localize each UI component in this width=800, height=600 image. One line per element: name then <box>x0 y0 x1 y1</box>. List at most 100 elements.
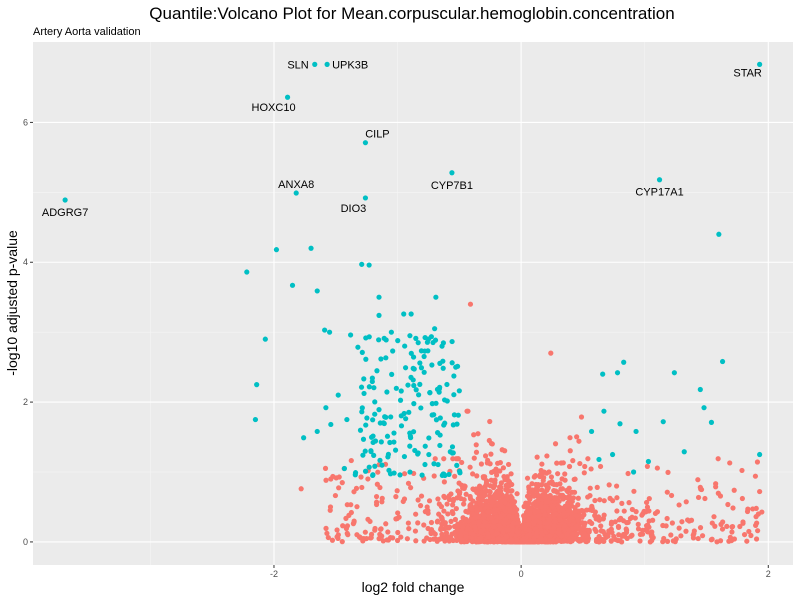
not-significant-point <box>709 520 715 526</box>
significant-point <box>433 294 439 300</box>
not-significant-point <box>484 523 491 529</box>
significant-point <box>386 467 392 473</box>
not-significant-point <box>473 449 480 455</box>
not-significant-point <box>570 531 576 537</box>
not-significant-point <box>496 536 502 542</box>
not-significant-point <box>643 499 650 506</box>
significant-point <box>451 392 457 398</box>
not-significant-point <box>544 470 550 476</box>
not-significant-point <box>697 525 704 531</box>
not-significant-point <box>508 493 514 499</box>
not-significant-point <box>521 513 527 519</box>
labeled-point <box>362 140 369 146</box>
not-significant-point <box>635 526 642 532</box>
significant-point <box>376 407 382 413</box>
not-significant-point <box>711 514 717 520</box>
not-significant-point <box>459 538 465 544</box>
significant-point <box>440 365 446 371</box>
not-significant-point <box>491 508 497 514</box>
not-significant-point <box>454 526 460 533</box>
significant-point <box>254 382 260 388</box>
significant-point <box>407 443 413 449</box>
not-significant-point <box>544 453 550 459</box>
significant-point <box>364 415 370 421</box>
not-significant-point <box>552 441 559 447</box>
not-significant-point <box>635 521 641 527</box>
not-significant-point <box>564 531 570 538</box>
not-significant-point <box>489 528 495 534</box>
not-significant-point <box>454 495 460 501</box>
not-significant-point <box>555 530 562 536</box>
not-significant-point <box>731 487 737 493</box>
significant-point <box>402 343 408 349</box>
significant-point <box>314 428 320 435</box>
significant-point <box>419 472 425 478</box>
not-significant-point <box>359 484 365 491</box>
significant-point <box>370 472 376 478</box>
significant-point <box>446 471 452 478</box>
not-significant-point <box>569 489 575 495</box>
not-significant-point <box>719 526 726 532</box>
not-significant-point <box>676 525 682 531</box>
not-significant-point <box>383 521 389 527</box>
not-significant-point <box>628 533 634 539</box>
not-significant-point <box>372 525 378 532</box>
not-significant-point <box>374 481 380 487</box>
not-significant-point <box>497 523 503 529</box>
not-significant-point <box>367 518 373 525</box>
significant-point <box>368 448 374 455</box>
not-significant-point <box>564 487 570 493</box>
not-significant-point <box>542 503 549 510</box>
not-significant-point <box>446 493 452 499</box>
not-significant-point <box>566 493 572 499</box>
significant-point <box>359 349 365 356</box>
not-significant-point <box>340 523 346 529</box>
significant-point <box>391 470 397 476</box>
not-significant-point <box>474 507 480 513</box>
significant-point <box>385 451 392 457</box>
not-significant-point <box>585 494 591 500</box>
not-significant-point <box>697 484 703 490</box>
not-significant-point <box>336 485 342 491</box>
significant-point <box>444 381 450 388</box>
significant-points <box>62 61 763 479</box>
not-significant-point <box>507 507 513 514</box>
not-significant-point <box>482 519 488 525</box>
not-significant-point <box>678 533 684 539</box>
not-significant-point <box>664 489 670 495</box>
not-significant-point <box>413 538 419 544</box>
not-significant-point <box>623 529 630 536</box>
not-significant-point <box>570 458 576 464</box>
not-significant-point <box>614 495 620 501</box>
significant-point <box>609 451 616 458</box>
not-significant-point <box>619 500 625 506</box>
not-significant-point <box>325 534 331 541</box>
not-significant-point <box>534 454 540 460</box>
labeled-point <box>362 195 369 201</box>
not-significant-point <box>373 493 380 500</box>
significant-point <box>379 462 385 468</box>
significant-point <box>273 247 280 253</box>
significant-point <box>457 468 463 474</box>
not-significant-point <box>720 519 726 525</box>
not-significant-point <box>393 494 399 500</box>
not-significant-point <box>753 522 759 528</box>
not-significant-point <box>474 538 481 544</box>
significant-point <box>426 435 432 441</box>
not-significant-point <box>594 538 600 544</box>
not-significant-point <box>375 469 381 475</box>
not-significant-point <box>486 437 492 444</box>
significant-point <box>415 451 421 457</box>
not-significant-point <box>532 526 539 532</box>
not-significant-point <box>695 494 702 501</box>
significant-point <box>341 465 348 472</box>
not-significant-point <box>421 522 427 528</box>
not-significant-point <box>598 523 604 529</box>
not-significant-point <box>729 529 735 535</box>
not-significant-point <box>501 474 507 480</box>
not-significant-point <box>755 528 761 534</box>
not-significant-point <box>454 537 460 543</box>
significant-point <box>421 369 427 375</box>
not-significant-point <box>625 470 631 477</box>
